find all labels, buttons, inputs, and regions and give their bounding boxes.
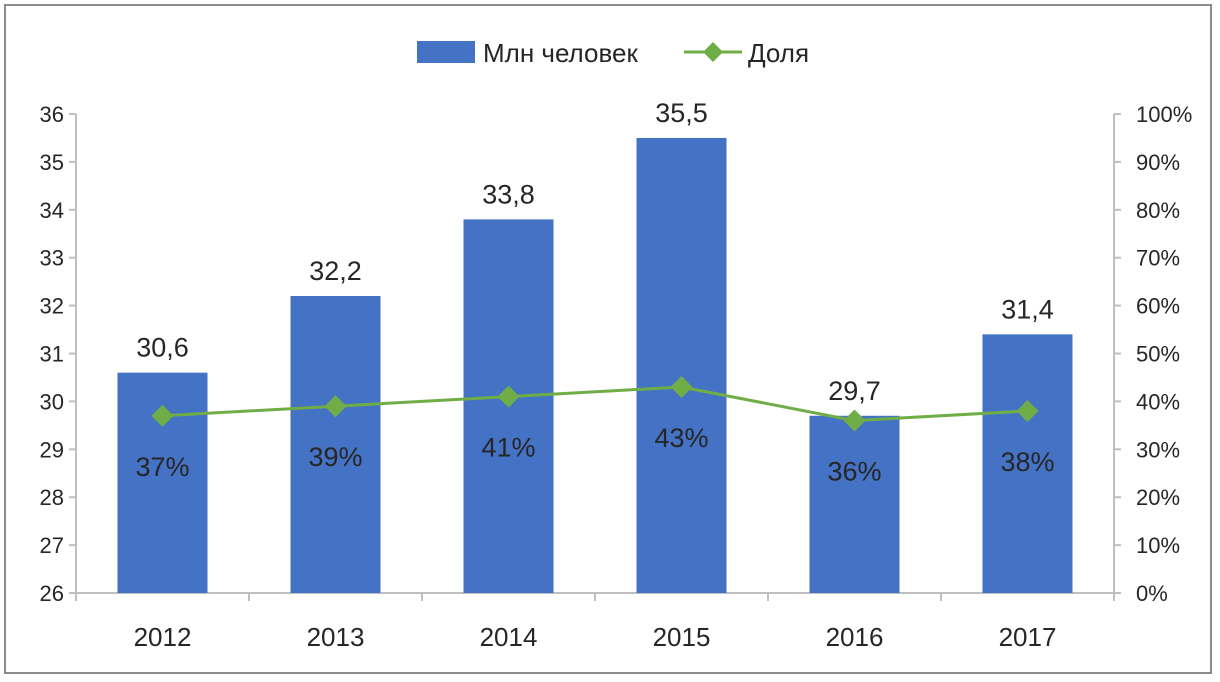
line-series — [151, 376, 1039, 432]
bar — [636, 137, 727, 593]
share-value-label: 38% — [1000, 447, 1054, 477]
share-value-label: 43% — [654, 423, 708, 453]
x-tick-label: 2015 — [653, 622, 711, 652]
diamond-marker — [1016, 399, 1039, 422]
right-tick-label: 80% — [1136, 198, 1180, 223]
left-tick-label: 30 — [40, 389, 64, 414]
diamond-marker — [151, 404, 174, 427]
bar — [809, 415, 900, 593]
x-tick-label: 2017 — [999, 622, 1057, 652]
bar — [982, 334, 1073, 593]
left-tick-label: 33 — [40, 246, 64, 271]
legend-bar-swatch — [417, 41, 475, 63]
legend: Млн человек Доля — [417, 38, 809, 68]
left-tick-label: 35 — [40, 150, 64, 175]
share-value-label: 36% — [827, 457, 881, 487]
diamond-marker — [843, 409, 866, 432]
axes: 26 27 28 29 30 31 32 33 34 35 36 0% 10% 20% 30% 40% 50% 6… — [40, 102, 1193, 652]
bar-value-label: 30,6 — [136, 333, 189, 363]
bar-value-label: 35,5 — [655, 98, 708, 128]
x-tick-label: 2014 — [480, 622, 538, 652]
share-value-label: 41% — [481, 433, 535, 463]
data-labels: 30,6 32,2 33,8 35,5 29,7 31,4 37% 39% 41% 43% 36% 3… — [135, 98, 1054, 487]
legend-diamond-marker — [703, 42, 723, 62]
right-tick-label: 20% — [1136, 485, 1180, 510]
right-tick-label: 90% — [1136, 150, 1180, 175]
right-tick-label: 10% — [1136, 533, 1180, 558]
x-tick-label: 2016 — [826, 622, 884, 652]
legend-line-label: Доля — [748, 38, 809, 68]
left-tick-label: 36 — [40, 102, 64, 127]
right-tick-label: 50% — [1136, 342, 1180, 367]
left-tick-label: 26 — [40, 581, 64, 606]
bar-value-label: 32,2 — [309, 256, 362, 286]
left-tick-label: 31 — [40, 342, 64, 367]
bar — [290, 296, 381, 593]
x-tick-label: 2013 — [307, 622, 365, 652]
left-tick-label: 28 — [40, 485, 64, 510]
right-tick-label: 30% — [1136, 437, 1180, 462]
diamond-marker — [670, 376, 693, 399]
left-tick-label: 34 — [40, 198, 64, 223]
diamond-marker — [324, 395, 347, 418]
legend-bar-label: Млн человек — [483, 38, 638, 68]
x-tick-label: 2012 — [134, 622, 192, 652]
right-tick-label: 40% — [1136, 389, 1180, 414]
left-tick-label: 29 — [40, 437, 64, 462]
share-value-label: 39% — [308, 442, 362, 472]
right-tick-label: 60% — [1136, 294, 1180, 319]
share-line — [162, 385, 1028, 423]
right-tick-label: 100% — [1136, 102, 1192, 127]
diamond-marker — [497, 385, 520, 408]
bar-value-label: 29,7 — [828, 376, 881, 406]
right-tick-label: 70% — [1136, 246, 1180, 271]
left-tick-label: 27 — [40, 533, 64, 558]
bar-value-label: 31,4 — [1001, 294, 1054, 324]
right-tick-label: 0% — [1136, 581, 1168, 606]
left-tick-label: 32 — [40, 294, 64, 319]
bar-value-label: 33,8 — [482, 179, 535, 209]
bars — [117, 137, 1073, 593]
share-value-label: 37% — [135, 452, 189, 482]
